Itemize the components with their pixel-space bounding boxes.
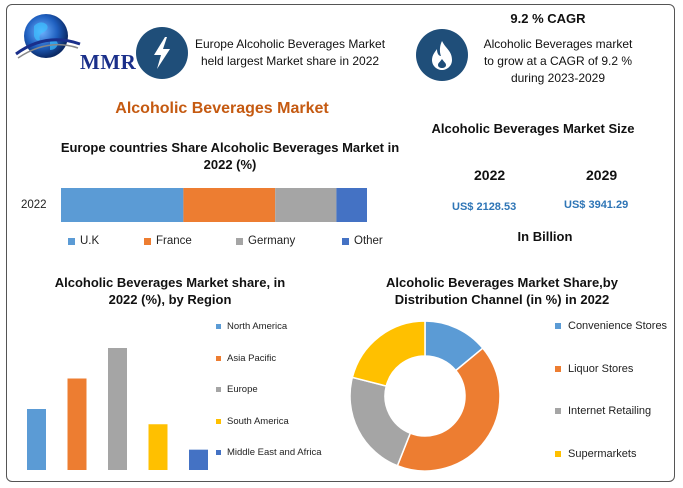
legend-label: Germany: [248, 235, 296, 247]
europe-share-note: Europe Alcoholic Beverages Market held l…: [194, 37, 386, 68]
legend-label: Supermarkets: [568, 447, 637, 460]
distribution-chart-title: Alcoholic Beverages Market Share,by Dist…: [386, 275, 618, 307]
region-bar-europe: [108, 348, 127, 470]
cagr-description: Alcoholic Beverages market to grow at a …: [483, 37, 633, 85]
distribution-donut: [349, 320, 501, 472]
market-size-title: Alcoholic Beverages Market Size: [431, 121, 635, 136]
legend-label: Liquor Stores: [568, 362, 634, 375]
legend-swatch: [216, 450, 221, 455]
europe-legend-item-u-k: U.K: [68, 235, 99, 247]
legend-swatch: [144, 237, 151, 245]
legend-label: France: [156, 235, 192, 247]
donut-slice-internet-retailing: [349, 376, 412, 467]
size-value-2029: US$ 3941.29: [564, 199, 629, 211]
europe-bar-segment-other: [336, 188, 367, 222]
legend-swatch: [216, 324, 221, 329]
legend-swatch: [216, 387, 221, 392]
legend-label: Middle East and Africa: [227, 447, 322, 458]
region-legend-item-asia-pacific: Asia Pacific: [216, 353, 276, 364]
legend-label: Convenience Stores: [568, 320, 668, 332]
legend-label: Internet Retailing: [568, 405, 652, 417]
globe-icon: [15, 14, 81, 59]
size-year-2029: 2029: [586, 167, 618, 183]
europe-chart-title: Europe countries Share Alcoholic Beverag…: [60, 140, 400, 172]
distribution-legend-item-convenience-stores: Convenience Stores: [555, 320, 667, 332]
europe-bar-segment-germany: [275, 188, 337, 222]
legend-swatch: [555, 450, 561, 457]
legend-swatch: [216, 355, 221, 361]
cagr-title: 9.2 % CAGR: [510, 11, 586, 26]
infographic-frame: [6, 4, 675, 482]
distribution-legend-item-liquor-stores: Liquor Stores: [555, 363, 633, 375]
legend-swatch: [342, 237, 349, 245]
distribution-legend-item-supermarkets: Supermarkets: [555, 448, 636, 460]
region-chart-title: Alcoholic Beverages Market share, in 202…: [54, 275, 286, 307]
size-value-2022: US$ 2128.53: [452, 201, 517, 213]
legend-swatch: [216, 418, 221, 424]
legend-swatch: [555, 408, 561, 414]
region-legend-item-south-america: South America: [216, 416, 289, 427]
region-legend-item-europe: Europe: [216, 384, 258, 395]
region-bar-asia-pacific: [67, 378, 87, 470]
region-legend-item-north-america: North America: [216, 321, 287, 332]
size-unit: In Billion: [517, 229, 573, 244]
europe-category-label: 2022: [21, 199, 47, 211]
europe-stacked-bar: [61, 188, 367, 222]
region-bar-plot: [27, 348, 208, 470]
europe-bar-segment-u-k: [61, 188, 184, 222]
flame-icon: [416, 29, 468, 81]
logo-text: MMR: [80, 50, 137, 74]
legend-label: South America: [227, 415, 289, 427]
europe-bar-segment-france: [183, 188, 276, 222]
region-bar-south-america: [148, 424, 168, 470]
europe-legend-item-other: Other: [342, 235, 383, 247]
legend-swatch: [68, 237, 75, 245]
legend-label: North America: [227, 321, 288, 332]
distribution-legend-item-internet-retailing: Internet Retailing: [555, 405, 651, 417]
europe-legend-item-france: France: [144, 235, 192, 247]
legend-label: Europe: [227, 384, 258, 395]
legend-swatch: [555, 365, 561, 372]
lightning-icon: [136, 27, 188, 79]
size-year-2022: 2022: [474, 167, 506, 183]
legend-label: Other: [354, 235, 383, 247]
europe-legend-item-germany: Germany: [236, 235, 295, 247]
donut-slice-supermarkets: [351, 320, 426, 387]
region-bar-north-america: [27, 409, 46, 470]
main-title: Alcoholic Beverages Market: [115, 100, 329, 117]
region-bar-middle-east-and-africa: [189, 449, 208, 470]
legend-swatch: [555, 323, 561, 329]
legend-label: Asia Pacific: [227, 352, 277, 364]
region-legend-item-middle-east-and-africa: Middle East and Africa: [216, 447, 322, 458]
legend-label: U.K: [80, 235, 100, 247]
mmr-logo: MMR: [12, 10, 136, 74]
legend-swatch: [236, 237, 243, 245]
donut-slice-liquor-stores: [396, 347, 501, 472]
